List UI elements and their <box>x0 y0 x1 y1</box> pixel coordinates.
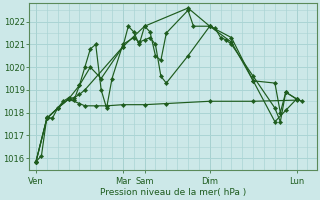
X-axis label: Pression niveau de la mer( hPa ): Pression niveau de la mer( hPa ) <box>100 188 246 197</box>
